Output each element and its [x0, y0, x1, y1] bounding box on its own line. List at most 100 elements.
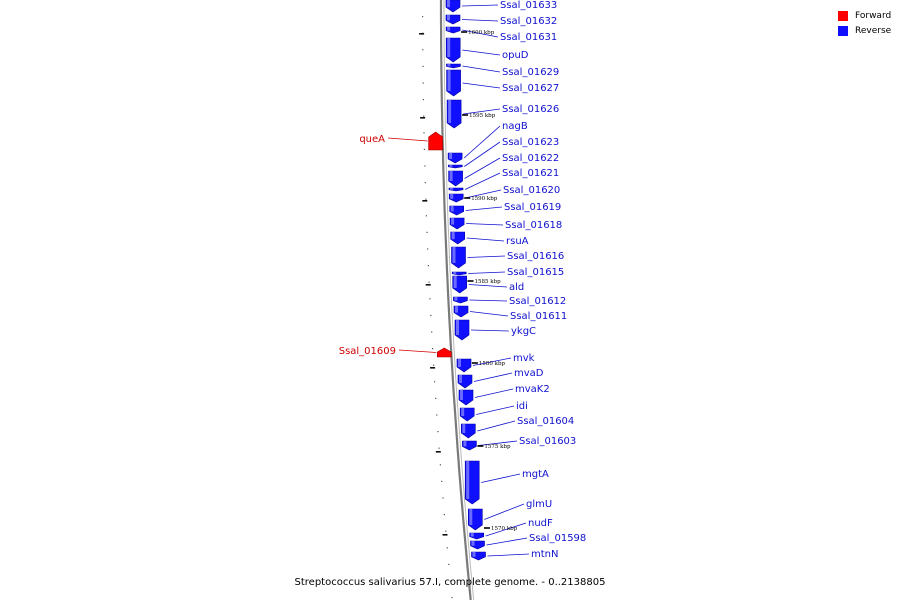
- gene-leader-line: [472, 357, 512, 366]
- reverse-strand-genes: Ssal_01633 Ssal_01632 Ssal_01631 opuD Ssal_0…: [445, 0, 586, 561]
- gene-label: Ssal_01631: [500, 32, 557, 43]
- gene-label: ykgC: [511, 326, 536, 337]
- scale-dot: [449, 580, 451, 582]
- scale-dot: [427, 265, 429, 267]
- scale-dot: [427, 248, 429, 250]
- scale-dot: [425, 198, 427, 200]
- gene-label: mgtA: [522, 469, 549, 480]
- gene-label: Ssal_01612: [509, 296, 566, 307]
- scale-dot: [422, 16, 424, 18]
- gene-label: Ssal_01615: [507, 267, 564, 278]
- scale-dot: [451, 597, 453, 599]
- legend-item-forward: Forward: [838, 8, 891, 23]
- forward-strand-genes: queA Ssal_01609: [339, 131, 452, 358]
- gene-arrow-highlight: [447, 70, 451, 91]
- scale-dot: [429, 298, 431, 300]
- scale-dot: [423, 115, 425, 117]
- gene-arrow-highlight: [453, 272, 457, 274]
- legend-label-reverse: Reverse: [855, 25, 892, 36]
- gene-leader-line: [464, 172, 501, 190]
- legend-swatch-forward: [838, 10, 848, 21]
- gene-arrow-highlight: [470, 533, 474, 537]
- gene-arrow-highlight: [447, 0, 450, 8]
- gene-leader-line: [485, 522, 527, 537]
- scale-dash: [420, 117, 426, 119]
- scale-dot: [435, 397, 437, 399]
- scale-dot: [443, 514, 445, 516]
- scale-dot: [422, 82, 424, 84]
- gene-leader-line: [461, 19, 499, 22]
- genome-backbone-shade: [443, 0, 475, 600]
- scale-dot: [446, 547, 448, 549]
- scale-dot: [434, 381, 436, 383]
- gene-label: mvaK2: [515, 384, 550, 395]
- scale-dot: [448, 563, 450, 565]
- gene-arrow-highlight: [447, 27, 451, 31]
- gene-arrow-highlight: [448, 100, 452, 123]
- gene-arrow-highlight: [450, 206, 454, 212]
- gene-arrow-highlight: [460, 390, 463, 400]
- gene-arrow-highlight: [447, 38, 451, 57]
- scale-dot: [432, 348, 434, 350]
- scale-dot: [424, 165, 426, 167]
- gene-arrow-highlight: [471, 541, 475, 546]
- gene-leader-line: [474, 388, 514, 398]
- gene-arrow-highlight: [449, 153, 453, 159]
- gene-label: nagB: [502, 121, 528, 132]
- gene-label: Ssal_01632: [500, 16, 557, 27]
- gene-label: nudF: [528, 518, 553, 529]
- position-tick-label: 1570 kbp: [491, 526, 518, 532]
- gene-label: glmU: [526, 499, 552, 510]
- gene-leader-line: [466, 237, 505, 242]
- gene-label: mtnN: [531, 549, 558, 560]
- gene-label: Ssal_01598: [529, 533, 586, 544]
- genome-backbone: [439, 0, 472, 600]
- scale-dash: [435, 451, 441, 453]
- gene-leader-line: [462, 29, 499, 38]
- gene-leader-line: [464, 157, 501, 179]
- gene-label: Ssal_01603: [519, 436, 576, 447]
- gene-arrow-highlight: [447, 15, 450, 21]
- scale-dash: [430, 367, 436, 369]
- figure-caption: Streptococcus salivarius 57.I, complete …: [294, 577, 606, 588]
- scale-dash: [442, 534, 448, 536]
- legend-item-reverse: Reverse: [838, 23, 891, 38]
- gene-arrow-highlight: [463, 441, 467, 447]
- gene-leader-line: [398, 349, 437, 353]
- position-tick-label: 1575 kbp: [484, 444, 511, 450]
- scale-dot: [424, 182, 426, 184]
- gene-leader-line: [462, 65, 501, 73]
- gene-leader-line: [478, 440, 518, 446]
- position-tick-label: 1580 kbp: [479, 361, 506, 367]
- gene-label: ald: [509, 282, 524, 293]
- gene-leader-line: [469, 299, 508, 302]
- gene-label: idi: [516, 401, 528, 412]
- gene-arrow-highlight: [449, 171, 453, 181]
- gene-label: Ssal_01623: [502, 137, 559, 148]
- gene-label: Ssal_01621: [502, 168, 559, 179]
- gene-leader-line: [463, 125, 501, 159]
- gene-leader-line: [469, 311, 509, 317]
- gene-arrow-highlight: [449, 165, 453, 167]
- gene-leader-line: [484, 503, 525, 520]
- gene-leader-line: [387, 137, 428, 142]
- scale-dot: [430, 314, 432, 316]
- position-tick-label: 1585 kbp: [475, 279, 502, 285]
- legend: Forward Reverse: [838, 8, 891, 38]
- gene-leader-line: [470, 329, 510, 332]
- scale-dot: [439, 464, 441, 466]
- gene-arrow-highlight: [459, 375, 462, 383]
- gene-leader-line: [467, 255, 506, 258]
- scale-dot: [422, 49, 424, 51]
- scale-dash: [419, 33, 425, 35]
- gene-leader-line: [486, 537, 528, 546]
- gene-leader-line: [465, 189, 502, 199]
- scale-dot: [422, 65, 424, 67]
- scale-dot: [428, 281, 430, 283]
- gene-label: opuD: [502, 50, 529, 61]
- gene-leader-line: [466, 223, 504, 226]
- position-tick-label: 1590 kbp: [471, 196, 498, 202]
- gene-arrow-highlight: [469, 509, 473, 525]
